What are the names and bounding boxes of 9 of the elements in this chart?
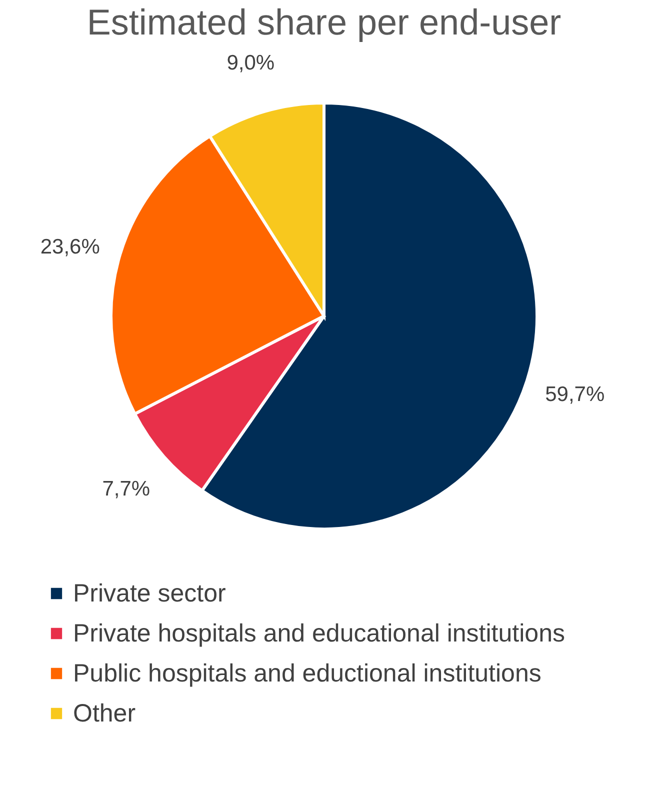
legend-label: Other <box>73 700 136 728</box>
data-label: 9,0% <box>226 51 275 74</box>
data-label: 23,6% <box>40 235 100 258</box>
legend-label: Public hospitals and eductional institutions <box>73 660 542 688</box>
legend-label: Private hospitals and educational institutions <box>73 620 565 648</box>
data-label: 59,7% <box>545 382 605 406</box>
legend-label: Private sector <box>73 580 226 608</box>
data-label: 7,7% <box>102 477 150 500</box>
chart-title: Estimated share per end-user <box>86 1 562 42</box>
